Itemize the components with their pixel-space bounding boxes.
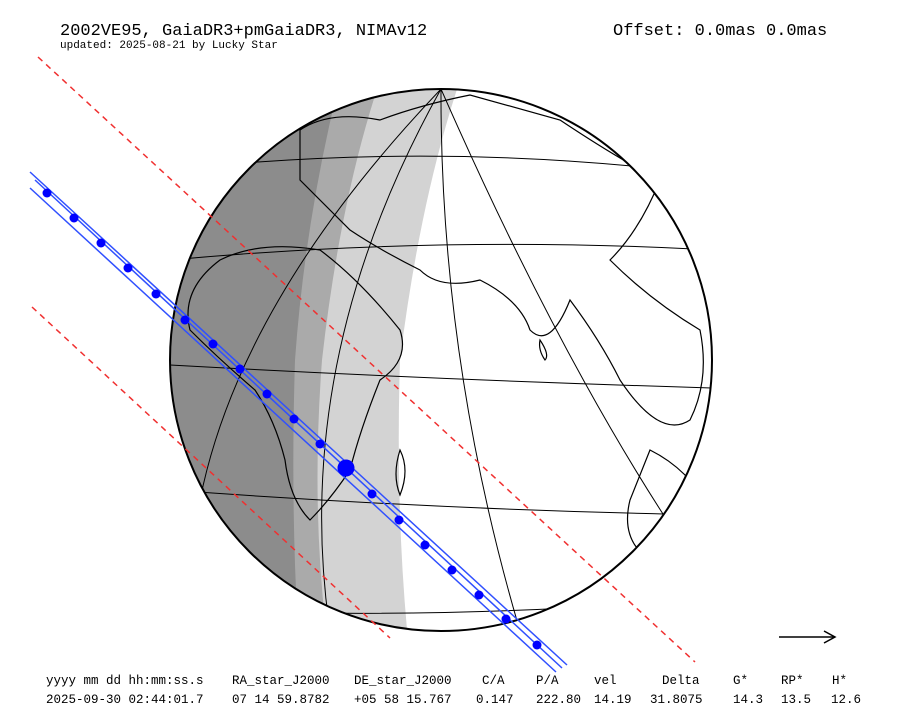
- cell: 14.19: [594, 693, 632, 707]
- offset: Offset: 0.0mas 0.0mas: [613, 22, 827, 41]
- cell: 07 14 59.8782: [232, 693, 330, 707]
- column-header: DE_star_J2000: [354, 674, 452, 688]
- direction-arrow: [779, 630, 837, 644]
- column-header: C/A: [482, 674, 505, 688]
- globe-outline: [169, 88, 713, 632]
- data-table: yyyy mm dd hh:mm:ss.s RA_star_J2000 DE_sta…: [46, 674, 861, 707]
- column-header: RP*: [781, 674, 804, 688]
- column-header: yyyy mm dd hh:mm:ss.s: [46, 674, 204, 688]
- cell: 12.6: [831, 693, 861, 707]
- column-header: RA_star_J2000: [232, 674, 330, 688]
- column-header: vel: [594, 674, 617, 688]
- column-header: Delta: [662, 674, 700, 688]
- cell: 31.8075: [650, 693, 703, 707]
- cell: 2025-09-30 02:44:01.7: [46, 693, 204, 707]
- cell: +05 58 15.767: [354, 693, 452, 707]
- column-header: P/A: [536, 674, 559, 688]
- title: 2002VE95, GaiaDR3+pmGaiaDR3, NIMAv12: [60, 22, 427, 41]
- cell: 14.3: [733, 693, 763, 707]
- cell: 222.80: [536, 693, 581, 707]
- globe-shading: [170, 89, 712, 631]
- cell: 0.147: [476, 693, 514, 707]
- shadow-path: [29, 56, 696, 673]
- column-header: G*: [733, 674, 748, 688]
- cell: 13.5: [781, 693, 811, 707]
- subtitle: updated: 2025-08-21 by Lucky Star: [60, 40, 278, 52]
- column-header: H*: [832, 674, 847, 688]
